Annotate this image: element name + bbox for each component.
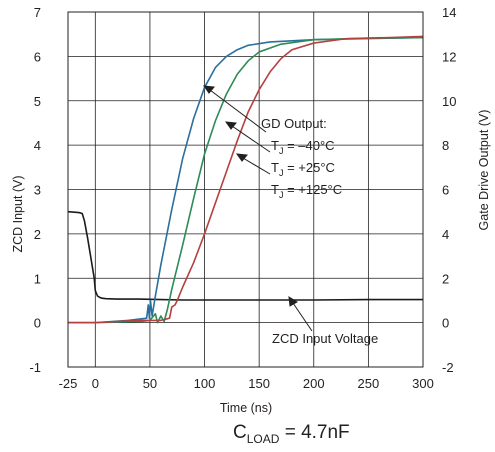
gd-label-minus40-rest: = –40°C [283,138,334,153]
x-tick-label: 150 [248,376,270,391]
y-left-tick-label: -1 [29,360,41,375]
gd-label-plus125-t: T [271,182,279,197]
arrow-plus125-head [235,153,248,162]
y-right-tick-labels: -2 0 2 4 6 8 10 12 14 [442,5,456,375]
y-right-tick-label: 8 [442,138,449,153]
x-tick-label: -25 [59,376,78,391]
zcd-input-voltage-label: ZCD Input Voltage [272,331,378,346]
annotation-arrows [202,85,313,332]
load-capacitance-sub: LOAD [246,431,280,446]
gd-label-minus40-sub: J [279,146,284,156]
gd-label-plus125: TJ = +125°C [271,182,342,200]
y-left-tick-label: 0 [34,316,41,331]
arrow-plus25-line [231,125,271,153]
annotations: GD Output: TJ = –40°C TJ = +25°C TJ = +1… [202,85,378,346]
arrow-zcd-line [292,302,313,332]
arrow-plus125-line [242,157,271,175]
gd-label-plus25: TJ = +25°C [271,160,335,178]
x-tick-label: 200 [303,376,325,391]
y-left-tick-labels: -1 0 1 2 3 4 5 6 7 [29,5,41,375]
y-right-tick-label: 0 [442,316,449,331]
y-right-tick-label: 2 [442,271,449,286]
load-capacitance-label: CLOAD = 4.7nF [233,422,350,446]
y-right-tick-label: -2 [442,360,454,375]
plot-frame [67,11,424,368]
y-left-tick-label: 4 [34,138,41,153]
x-tick-label: 0 [92,376,99,391]
series-line-2 [68,36,424,324]
y-right-tick-label: 10 [442,94,456,109]
y-left-tick-label: 7 [34,5,41,20]
y-right-tick-label: 4 [442,227,449,242]
y-left-tick-label: 3 [34,183,41,198]
gd-label-plus25-t: T [271,160,279,175]
x-tick-label: 50 [143,376,157,391]
y-right-axis-label: Gate Drive Output (V) [477,110,491,231]
y-left-axis-label: ZCD Input (V) [11,175,25,252]
x-tick-labels: -25 0 50 100 150 200 250 300 [59,376,434,391]
load-capacitance-value: = 4.7nF [279,422,350,443]
series-line-3 [68,35,424,324]
y-right-tick-label: 14 [442,5,456,20]
gd-label-plus125-rest: = +125°C [283,182,342,197]
gd-label-plus25-rest: = +25°C [283,160,334,175]
x-axis-label: Time (ns) [220,401,272,415]
arrow-zcd-head [288,296,298,307]
arrow-minus40-line [209,89,267,133]
arrow-minus40-head [202,85,215,94]
x-tick-label: 300 [412,376,434,391]
gd-label-minus40: TJ = –40°C [271,138,335,156]
arrow-plus25-head [224,121,237,130]
y-left-tick-label: 5 [34,94,41,109]
y-right-tick-label: 6 [442,183,449,198]
y-left-tick-label: 6 [34,49,41,64]
gd-label-plus125-sub: J [279,190,284,200]
series-group [67,35,424,324]
series-line-0 [67,210,423,301]
y-left-tick-label: 1 [34,271,41,286]
gd-label-minus40-t: T [271,138,279,153]
series-line-1 [68,36,424,324]
y-left-tick-label: 2 [34,227,41,242]
load-capacitance-c: C [233,422,247,443]
gd-label-plus25-sub: J [279,168,284,178]
y-right-tick-label: 12 [442,49,456,64]
gd-output-title: GD Output: [261,116,327,131]
x-tick-label: 250 [358,376,380,391]
x-tick-label: 100 [194,376,216,391]
